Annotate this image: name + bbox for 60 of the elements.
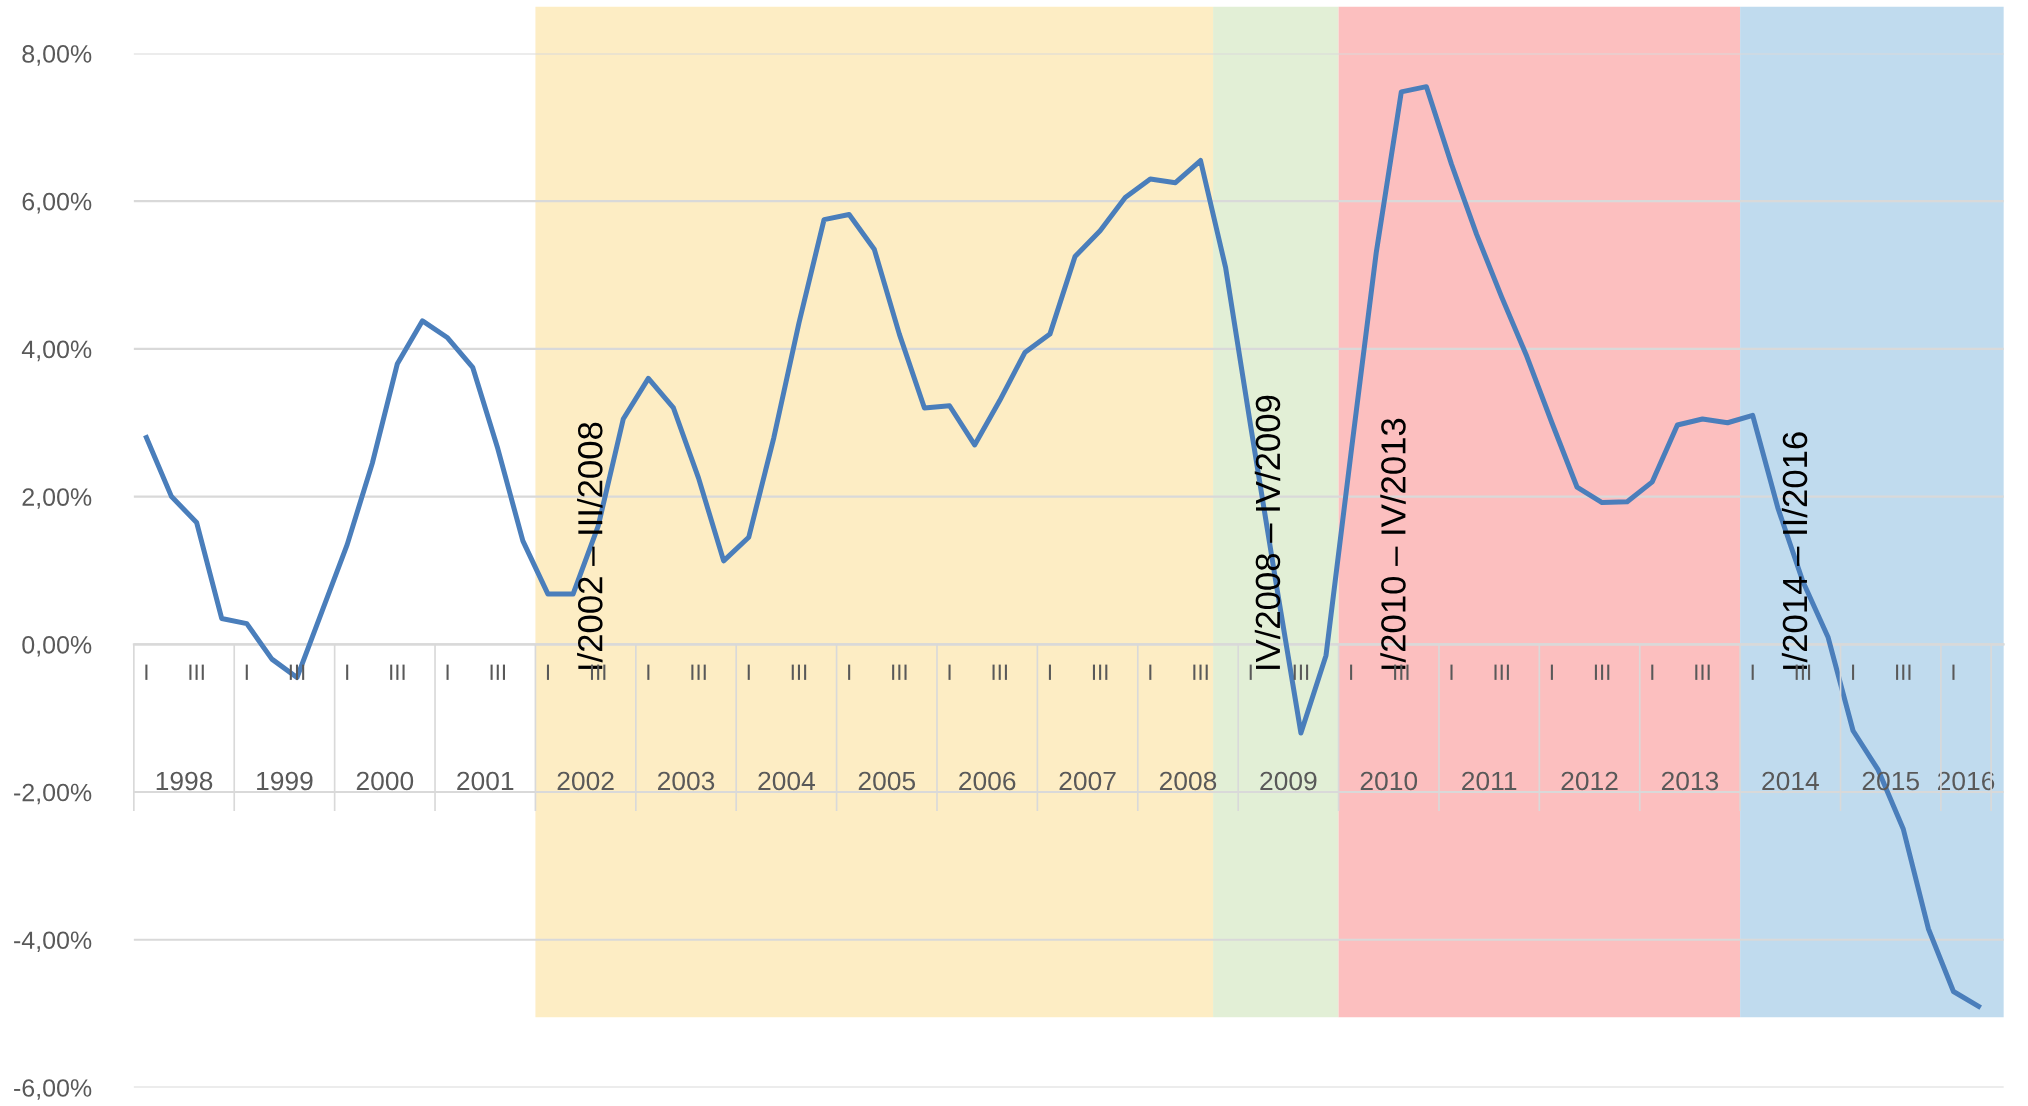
y-tick-label: -6,00% <box>14 1079 92 1100</box>
x-tick-label: III <box>1293 664 1309 680</box>
y-tick-label: 6,00% <box>22 192 92 214</box>
annotation: 2009 <box>1260 771 1317 791</box>
x-tick-label: III <box>1896 664 1911 680</box>
annotation: 2007 <box>1059 771 1116 791</box>
annotation: 2016 <box>1937 771 1995 791</box>
annotation: IV/2008 – IV/2009 <box>1254 395 1281 669</box>
x-tick-label: III <box>992 664 1007 680</box>
x-tick-label: I <box>747 664 750 680</box>
x-tick-label: III <box>1092 664 1108 680</box>
x-tick-label: I <box>1249 664 1252 680</box>
x-tick-label: I <box>1350 664 1353 680</box>
x-tick-label: I <box>948 664 951 680</box>
y-tick-label: 2,00% <box>22 488 92 509</box>
x-tick-label: I <box>346 664 349 680</box>
x-tick-label: I <box>1952 664 1955 680</box>
annotation: 2010 <box>1360 771 1418 791</box>
x-tick-label: III <box>189 664 204 680</box>
annotation: 2001 <box>457 771 514 791</box>
x-tick-label: III <box>691 664 706 680</box>
y-tick-label: 0,00% <box>22 635 92 657</box>
x-tick-label: I <box>546 664 550 680</box>
x-tick-label: I <box>245 664 248 680</box>
x-tick-label: III <box>1594 664 1610 680</box>
annotation: 1998 <box>156 771 213 791</box>
x-tick-label: I <box>1651 664 1654 680</box>
x-tick-label: I <box>1852 664 1855 680</box>
x-tick-label: III <box>1695 664 1710 680</box>
x-tick-label: I <box>647 664 650 680</box>
annotation: 2002 <box>557 771 614 791</box>
x-tick-label: I <box>145 664 148 680</box>
annotation: 2013 <box>1661 771 1719 791</box>
annotation: 2006 <box>959 771 1016 791</box>
annotation: 2008 <box>1159 771 1217 791</box>
annotation: 2012 <box>1561 771 1618 791</box>
x-tick-label: I <box>848 664 851 680</box>
x-tick-label: I <box>446 664 449 680</box>
x-tick-label: III <box>490 664 505 680</box>
x-tick-label: I <box>1149 664 1152 680</box>
x-tick-label: III <box>791 664 807 680</box>
y-tick-label: -4,00% <box>14 931 92 953</box>
x-tick-label: III <box>1193 664 1208 680</box>
annotation: 2000 <box>356 771 414 791</box>
annotation: 2014 <box>1762 771 1819 791</box>
x-tick-label: I <box>1751 664 1754 680</box>
y-tick-label: -2,00% <box>14 783 92 805</box>
annotation: 2003 <box>657 771 715 791</box>
y-tick-label: 8,00% <box>22 45 92 66</box>
annotation: 2011 <box>1462 771 1517 791</box>
x-tick-label: III <box>1494 664 1509 680</box>
annotation: 1999 <box>257 771 313 791</box>
y-tick-label: 4,00% <box>21 340 92 362</box>
x-tick-label: I <box>1550 664 1553 680</box>
x-tick-label: I <box>1450 664 1453 680</box>
x-tick-label: I <box>1048 664 1051 680</box>
x-tick-label: III <box>390 664 405 680</box>
annotation: 2004 <box>758 771 815 791</box>
x-tick-label: III <box>892 664 907 680</box>
annotation: 2005 <box>858 771 916 791</box>
